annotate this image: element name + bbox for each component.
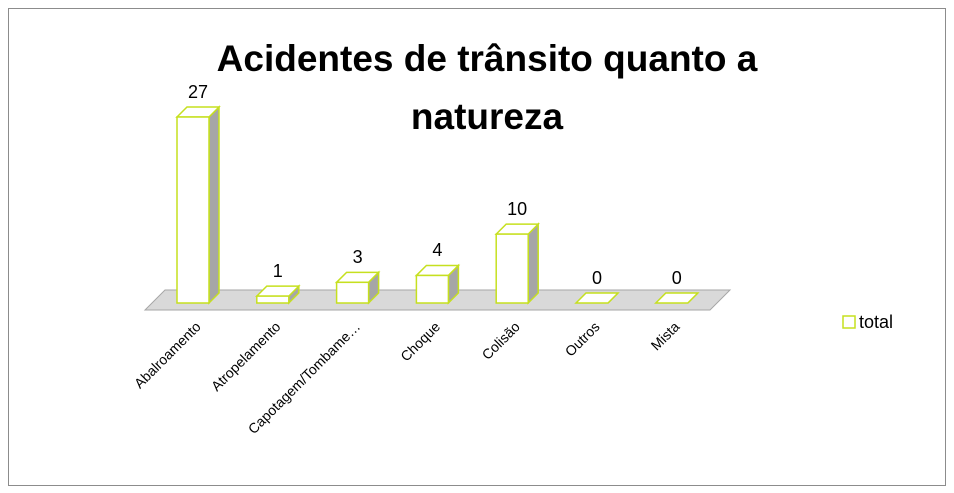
data-label: 3	[353, 247, 363, 267]
chart-border	[8, 8, 946, 486]
data-label: 0	[672, 268, 682, 288]
bar-front	[495, 233, 529, 304]
bar	[653, 292, 700, 304]
bar	[175, 105, 221, 305]
bar-top	[574, 292, 620, 304]
data-label: 10	[507, 199, 527, 219]
chart-title: Acidentes de trânsito quanto a natureza	[216, 38, 758, 137]
data-label: 27	[188, 82, 208, 102]
bar	[414, 263, 461, 305]
bar	[334, 270, 381, 305]
bar-side	[527, 222, 539, 305]
bar-front	[176, 116, 210, 304]
bar-front	[415, 274, 450, 304]
data-label: 4	[432, 240, 442, 260]
bar	[574, 292, 620, 304]
bar	[254, 284, 301, 305]
legend-swatch	[842, 315, 856, 329]
data-label: 0	[592, 268, 602, 288]
legend-label: total	[859, 312, 893, 332]
bar-front	[335, 281, 370, 304]
bar-front	[256, 295, 290, 304]
bar-top	[653, 292, 700, 304]
bar	[494, 222, 541, 305]
data-label: 1	[273, 261, 283, 281]
